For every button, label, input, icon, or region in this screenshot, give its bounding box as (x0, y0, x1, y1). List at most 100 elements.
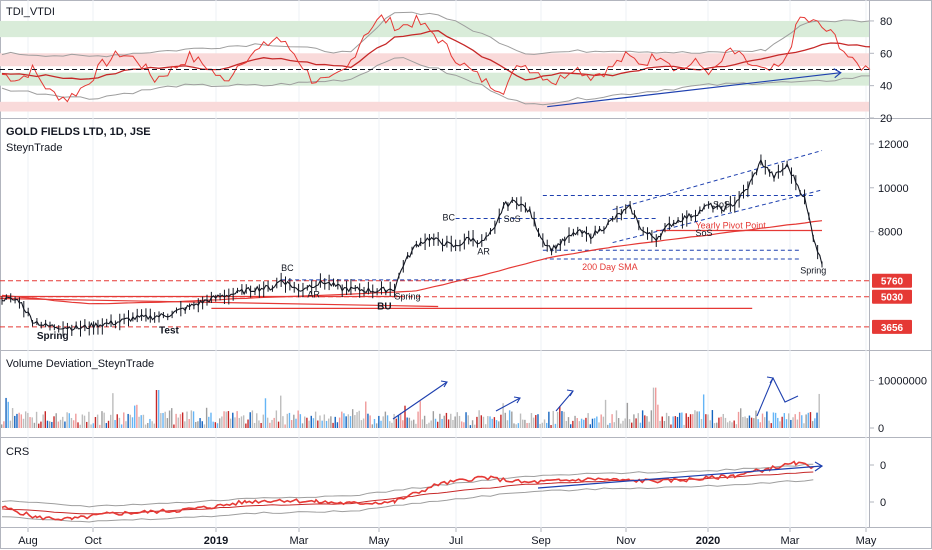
volume-bar (99, 424, 101, 428)
volume-bar (740, 408, 742, 428)
volume-bar (559, 406, 561, 428)
volume-bar (576, 418, 578, 428)
volume-bar (391, 422, 393, 428)
volume-bar (774, 412, 777, 428)
volume-bar (665, 412, 668, 428)
volume-bar (362, 418, 365, 428)
volume-bar (323, 414, 326, 428)
tdi-band (0, 20, 869, 38)
volume-bar (229, 418, 232, 428)
volume-bar (794, 414, 796, 428)
volume-bar (79, 424, 81, 428)
volume-arrowhead (566, 389, 574, 397)
volume-arrow (555, 390, 574, 412)
volume-bar (386, 415, 389, 428)
volume-bar (803, 423, 805, 428)
volume-bar (51, 421, 53, 428)
volume-bar (410, 420, 413, 428)
volume-bar (328, 418, 330, 428)
volume-bar (770, 423, 772, 428)
volume-bar (9, 420, 12, 428)
volume-bar (764, 417, 766, 428)
volume-bar (750, 417, 753, 428)
volume-bar (330, 416, 332, 428)
volume-bar (753, 418, 755, 428)
crs-y-tick-label: 0 (880, 497, 886, 509)
volume-bar (641, 410, 644, 428)
volume-bar (672, 416, 674, 428)
volume-bar (678, 412, 681, 428)
volume-bar (530, 413, 533, 428)
volume-bar (205, 407, 208, 428)
price-level-badge-label: 3656 (881, 323, 904, 334)
volume-bar (617, 418, 620, 428)
volume-bar (123, 412, 125, 428)
volume-bar (88, 411, 90, 428)
volume-bar (1, 424, 3, 428)
volume-bar (720, 416, 722, 428)
tdi-y-axis: 80 60 40 20 (869, 16, 892, 125)
volume-bar (482, 416, 485, 428)
volume-bar (75, 413, 77, 428)
volume-bar (408, 417, 411, 428)
volume-bar (469, 425, 472, 428)
volume-bar (432, 411, 435, 428)
volume-bar (506, 420, 509, 428)
volume-bar (474, 424, 476, 428)
price-level-badge (872, 273, 912, 288)
price-level-badges: 5760 5030 3656 (872, 273, 912, 334)
volume-bar (173, 424, 175, 428)
price-pane: Spring Test BC AR BU Spring BC SoS AR SoS SoS Sprin… (0, 126, 912, 342)
crs-title: CRS (6, 446, 29, 458)
volume-bar (484, 424, 487, 428)
volume-bar (171, 408, 173, 428)
volume-bar (737, 411, 740, 428)
volume-bar (471, 420, 474, 428)
pivot-label: Yearly Pivot Point (696, 220, 767, 230)
price-annotation-label: BU (377, 301, 391, 312)
volume-bar (286, 413, 288, 428)
volume-bar (177, 417, 179, 428)
volume-bar (437, 421, 439, 428)
price-level-badge-label: 5030 (881, 293, 904, 304)
volume-bar (208, 416, 210, 428)
volume-bar (310, 415, 312, 428)
volume-bar (663, 420, 666, 428)
volume-bar (441, 418, 443, 428)
volume-bar (456, 412, 459, 428)
volume-bar (240, 416, 243, 428)
volume-bar (195, 422, 197, 428)
tdi-band (0, 53, 869, 67)
volume-bar (415, 423, 417, 428)
volume-bar (384, 411, 387, 428)
volume-bar (112, 393, 114, 428)
price-candles (1, 154, 823, 337)
volume-bar (430, 420, 432, 428)
volume-bar (659, 420, 661, 428)
volume-bar (7, 401, 9, 428)
volume-bar (628, 419, 631, 428)
volume-bar (635, 418, 637, 428)
volume-bar (46, 420, 49, 428)
volume-bar (201, 421, 203, 428)
volume-bar (522, 419, 524, 428)
volume-bar (338, 417, 341, 428)
volume-bar (587, 413, 589, 428)
price-annotation-label: SoS (696, 228, 713, 238)
volume-bar (212, 421, 214, 428)
volume-bar (358, 410, 360, 428)
volume-bar (59, 419, 62, 428)
volume-arrow (772, 377, 799, 403)
volume-bar (157, 390, 160, 428)
volume-bar (77, 422, 79, 428)
volume-arrow (392, 381, 448, 420)
volume-bar (513, 423, 515, 428)
volume-bar (661, 416, 663, 428)
volume-bar (282, 416, 284, 428)
volume-bar (90, 424, 92, 428)
x-tick-label: May (856, 535, 877, 547)
volume-bar (807, 412, 809, 428)
volume-pane: Volume Deviation_SteynTrade 10000000 0 (1, 358, 927, 435)
volume-bar (314, 411, 317, 428)
